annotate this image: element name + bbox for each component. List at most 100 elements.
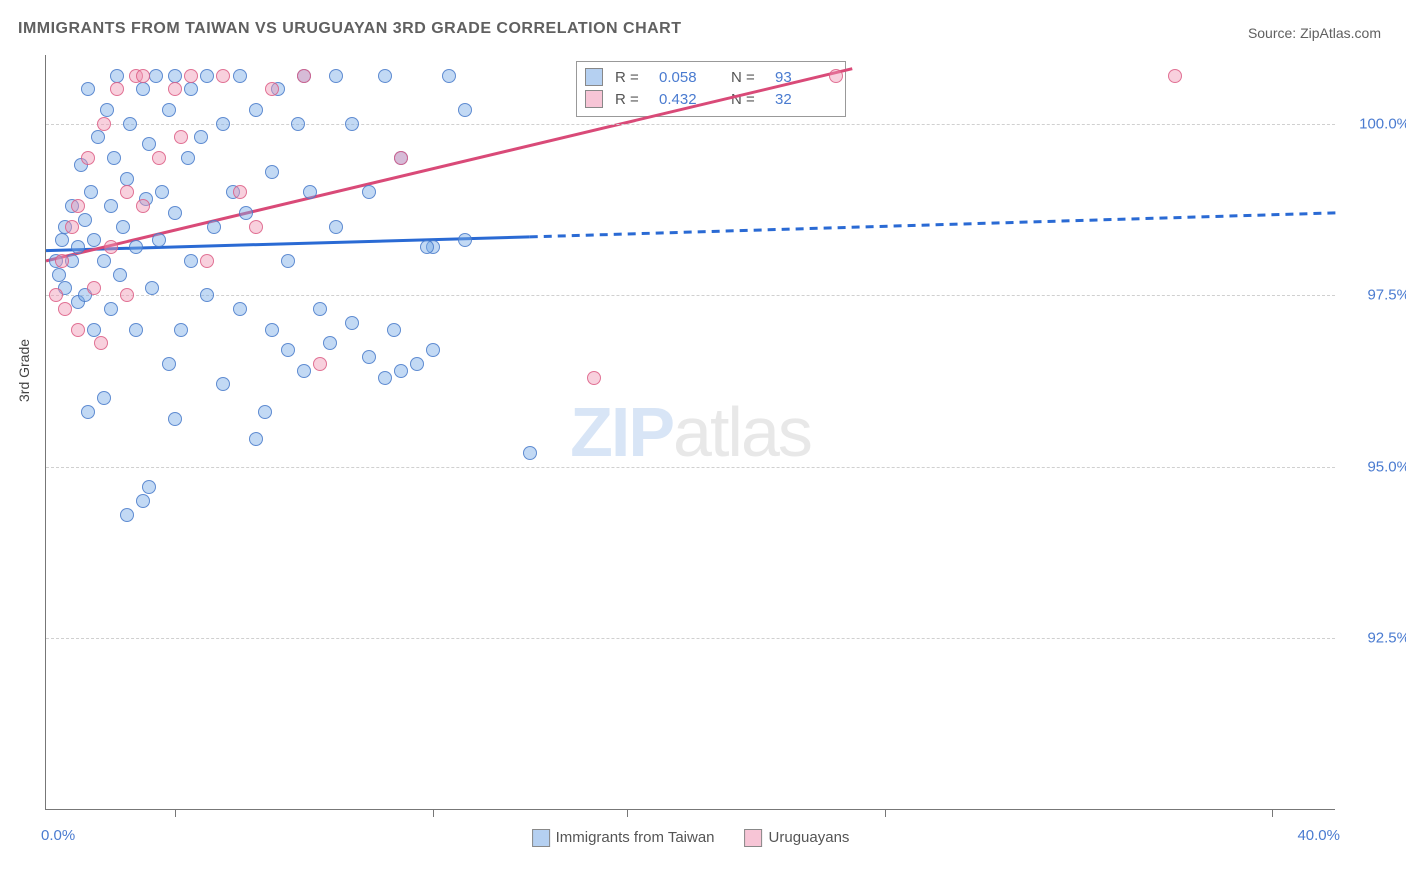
scatter-point (442, 69, 456, 83)
scatter-point (136, 494, 150, 508)
scatter-point (120, 508, 134, 522)
x-tick (1272, 809, 1273, 817)
scatter-point (162, 103, 176, 117)
scatter-point (49, 288, 63, 302)
scatter-point (458, 233, 472, 247)
scatter-point (120, 288, 134, 302)
scatter-point (323, 336, 337, 350)
scatter-point (200, 254, 214, 268)
scatter-point (281, 343, 295, 357)
scatter-point (81, 151, 95, 165)
scatter-point (97, 117, 111, 131)
scatter-point (100, 103, 114, 117)
scatter-point (78, 213, 92, 227)
scatter-point (71, 199, 85, 213)
scatter-point (71, 240, 85, 254)
x-tick (175, 809, 176, 817)
x-axis-max-label: 40.0% (1297, 827, 1340, 844)
scatter-point (87, 233, 101, 247)
scatter-point (303, 185, 317, 199)
scatter-point (113, 268, 127, 282)
scatter-point (65, 220, 79, 234)
scatter-point (168, 206, 182, 220)
scatter-point (345, 316, 359, 330)
legend-label: Immigrants from Taiwan (556, 829, 715, 846)
scatter-point (142, 480, 156, 494)
scatter-point (329, 69, 343, 83)
legend-label: Uruguayans (769, 829, 850, 846)
scatter-point (110, 69, 124, 83)
scatter-point (184, 69, 198, 83)
scatter-point (120, 172, 134, 186)
y-tick-label: 95.0% (1367, 458, 1406, 475)
scatter-point (387, 323, 401, 337)
scatter-point (97, 391, 111, 405)
scatter-point (362, 185, 376, 199)
gridline (46, 124, 1335, 125)
scatter-point (110, 82, 124, 96)
scatter-point (71, 323, 85, 337)
scatter-point (55, 233, 69, 247)
scatter-point (378, 371, 392, 385)
scatter-point (168, 82, 182, 96)
scatter-point (200, 288, 214, 302)
y-axis-title: 3rd Grade (16, 339, 32, 402)
scatter-point (81, 405, 95, 419)
scatter-point (194, 130, 208, 144)
scatter-point (200, 69, 214, 83)
scatter-point (249, 220, 263, 234)
scatter-point (239, 206, 253, 220)
scatter-point (149, 69, 163, 83)
scatter-point (313, 357, 327, 371)
scatter-point (458, 103, 472, 117)
scatter-point (249, 103, 263, 117)
legend-item-uruguay: Uruguayans (745, 829, 850, 847)
gridline (46, 295, 1335, 296)
scatter-point (265, 165, 279, 179)
scatter-point (136, 69, 150, 83)
scatter-point (394, 151, 408, 165)
bottom-legend: Immigrants from Taiwan Uruguayans (532, 829, 850, 847)
legend-item-taiwan: Immigrants from Taiwan (532, 829, 715, 847)
scatter-point (297, 69, 311, 83)
scatter-point (329, 220, 343, 234)
trend-lines (46, 55, 1336, 810)
scatter-point (184, 254, 198, 268)
scatter-point (84, 185, 98, 199)
scatter-point (87, 323, 101, 337)
x-tick (433, 809, 434, 817)
scatter-point (120, 185, 134, 199)
scatter-point (265, 323, 279, 337)
scatter-point (168, 412, 182, 426)
scatter-point (829, 69, 843, 83)
scatter-point (233, 69, 247, 83)
scatter-point (394, 364, 408, 378)
scatter-point (281, 254, 295, 268)
scatter-point (152, 233, 166, 247)
scatter-point (107, 151, 121, 165)
scatter-point (58, 302, 72, 316)
swatch-pink-icon (745, 829, 763, 847)
scatter-point (426, 343, 440, 357)
scatter-point (116, 220, 130, 234)
scatter-point (420, 240, 434, 254)
swatch-blue-icon (532, 829, 550, 847)
scatter-point (1168, 69, 1182, 83)
scatter-point (291, 117, 305, 131)
scatter-point (129, 323, 143, 337)
scatter-point (104, 302, 118, 316)
y-tick-label: 100.0% (1359, 115, 1406, 132)
scatter-point (104, 240, 118, 254)
scatter-point (216, 117, 230, 131)
scatter-point (216, 377, 230, 391)
scatter-point (207, 220, 221, 234)
scatter-point (162, 357, 176, 371)
scatter-point (174, 130, 188, 144)
scatter-point (258, 405, 272, 419)
scatter-point (362, 350, 376, 364)
scatter-point (152, 151, 166, 165)
scatter-point (104, 199, 118, 213)
scatter-point (155, 185, 169, 199)
scatter-point (87, 281, 101, 295)
scatter-point (52, 268, 66, 282)
